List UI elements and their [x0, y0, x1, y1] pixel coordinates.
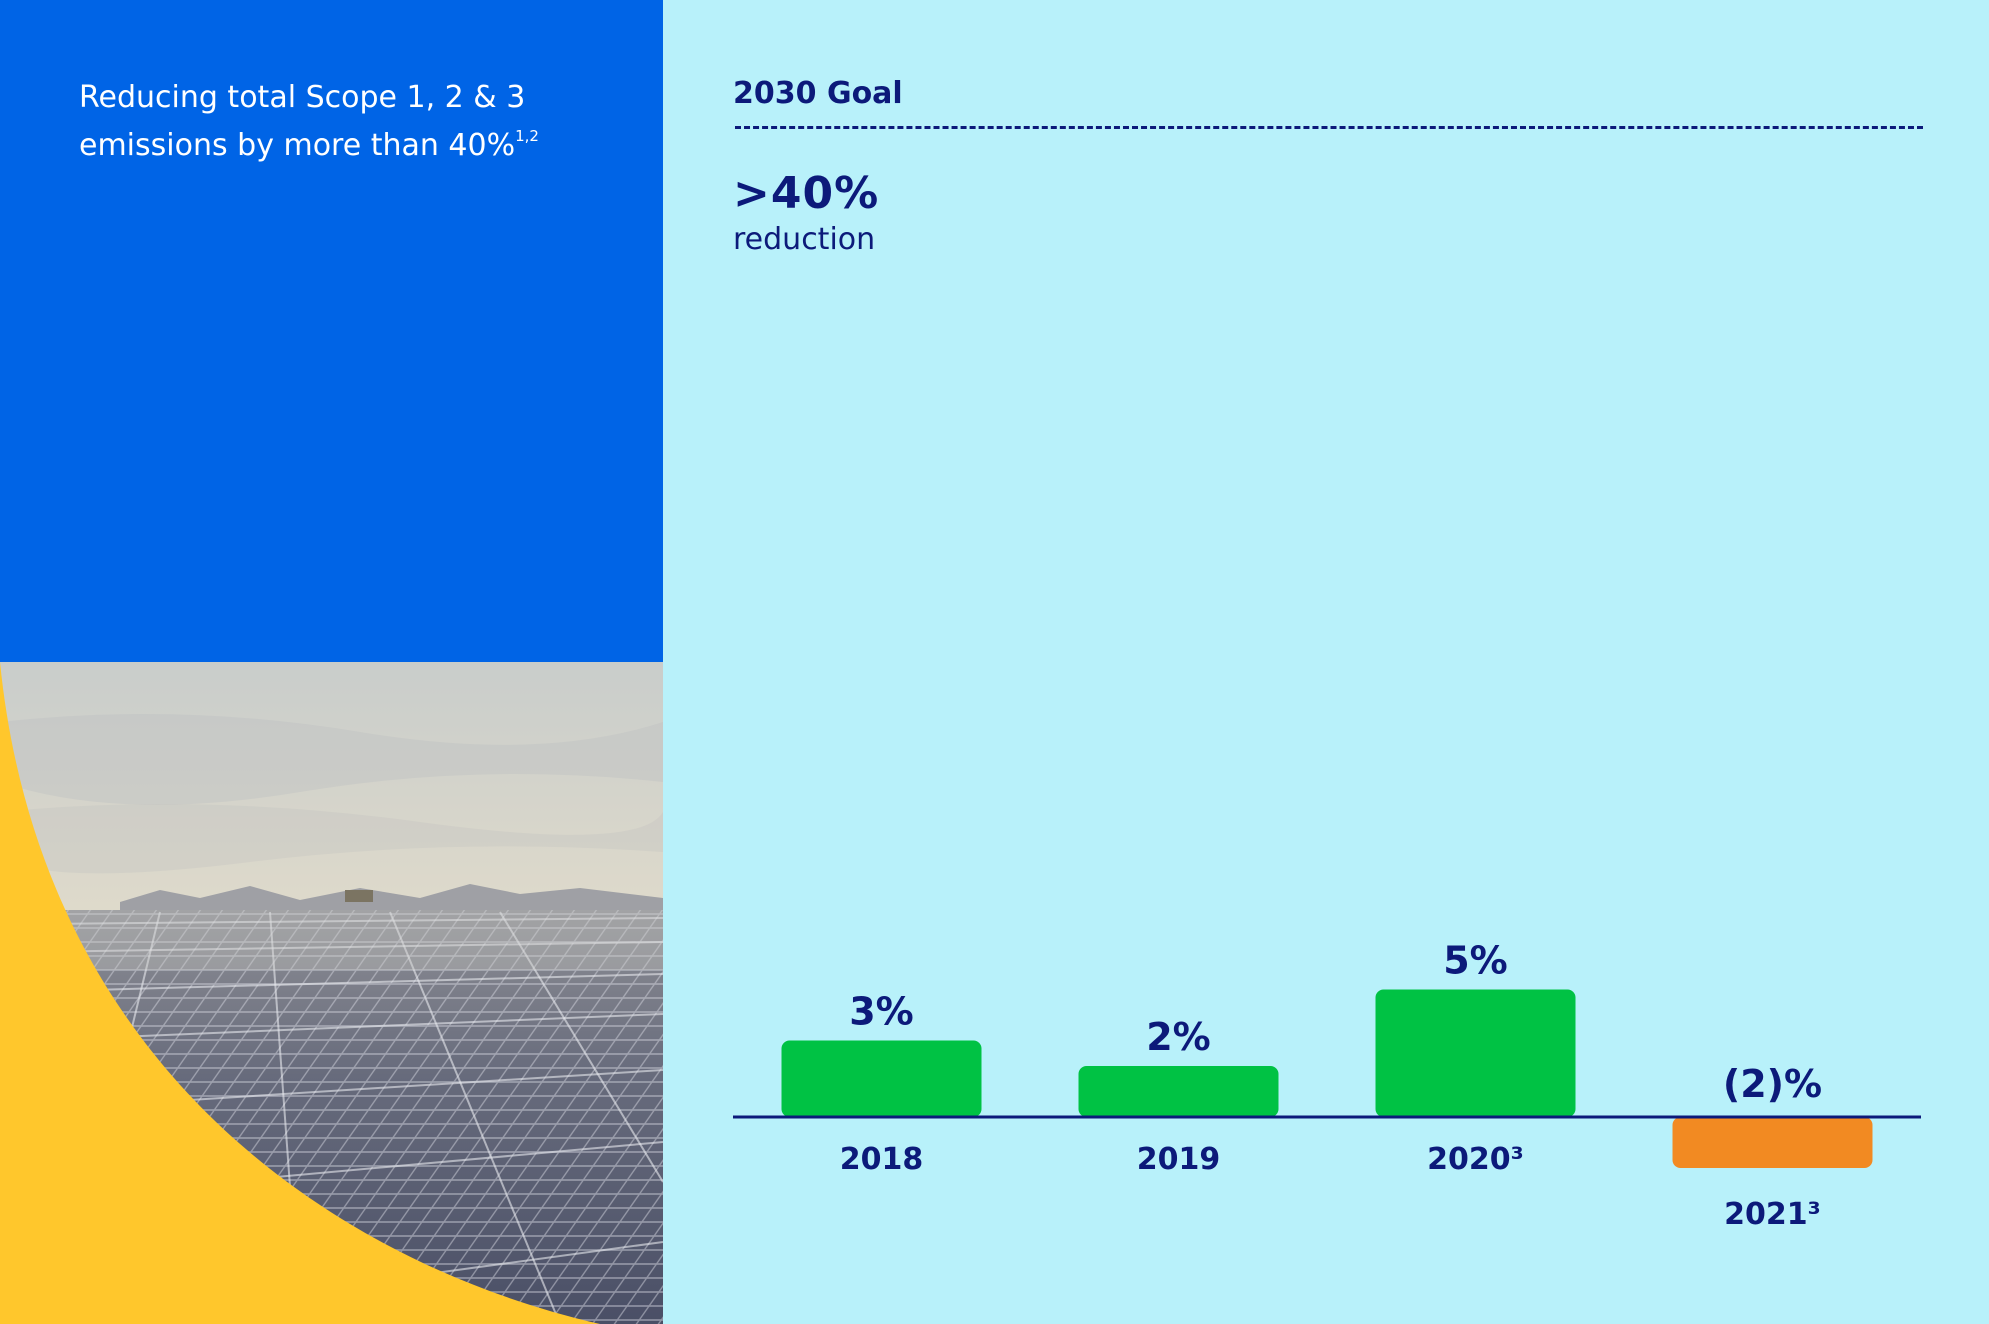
goal-dashed-line: [735, 126, 1923, 129]
left-panel: Reducing total Scope 1, 2 & 3 emissions …: [0, 0, 663, 1324]
chart-panel: 2030 Goal >40% reduction 3% 2018 2% 2019 5% 2…: [663, 0, 1989, 1324]
bar-2: [1375, 989, 1576, 1117]
solar-panels-photo: [0, 662, 663, 1324]
bar-value-label-2: 5%: [1443, 939, 1508, 983]
category-label-1: 2019: [1137, 1142, 1221, 1177]
bar-1: [1078, 1066, 1279, 1117]
bar-value-label-0: 3%: [849, 990, 914, 1034]
headline-line-1: Reducing total Scope 1, 2 & 3: [79, 80, 526, 115]
category-label-0: 2018: [840, 1142, 924, 1177]
bar-0: [781, 1040, 982, 1117]
category-label-3: 2021³: [1724, 1197, 1821, 1232]
bar-value-label-1: 2%: [1146, 1015, 1211, 1059]
headline-panel: Reducing total Scope 1, 2 & 3 emissions …: [0, 0, 663, 662]
headline-line-2: emissions by more than 40%: [79, 128, 516, 163]
headline-footnote: 1,2: [515, 127, 539, 145]
bar-value-label-3: (2)%: [1723, 1062, 1822, 1106]
goal-value: >40%: [733, 168, 880, 219]
headline: Reducing total Scope 1, 2 & 3 emissions …: [79, 74, 639, 170]
bar-3: [1672, 1117, 1873, 1168]
goal-subtitle: reduction: [733, 222, 876, 257]
goal-title: 2030 Goal: [733, 76, 903, 111]
category-label-2: 2020³: [1427, 1142, 1524, 1177]
bar-chart: 3% 2018 2% 2019 5% 2020³ (2)% 2021³: [733, 939, 1921, 1232]
